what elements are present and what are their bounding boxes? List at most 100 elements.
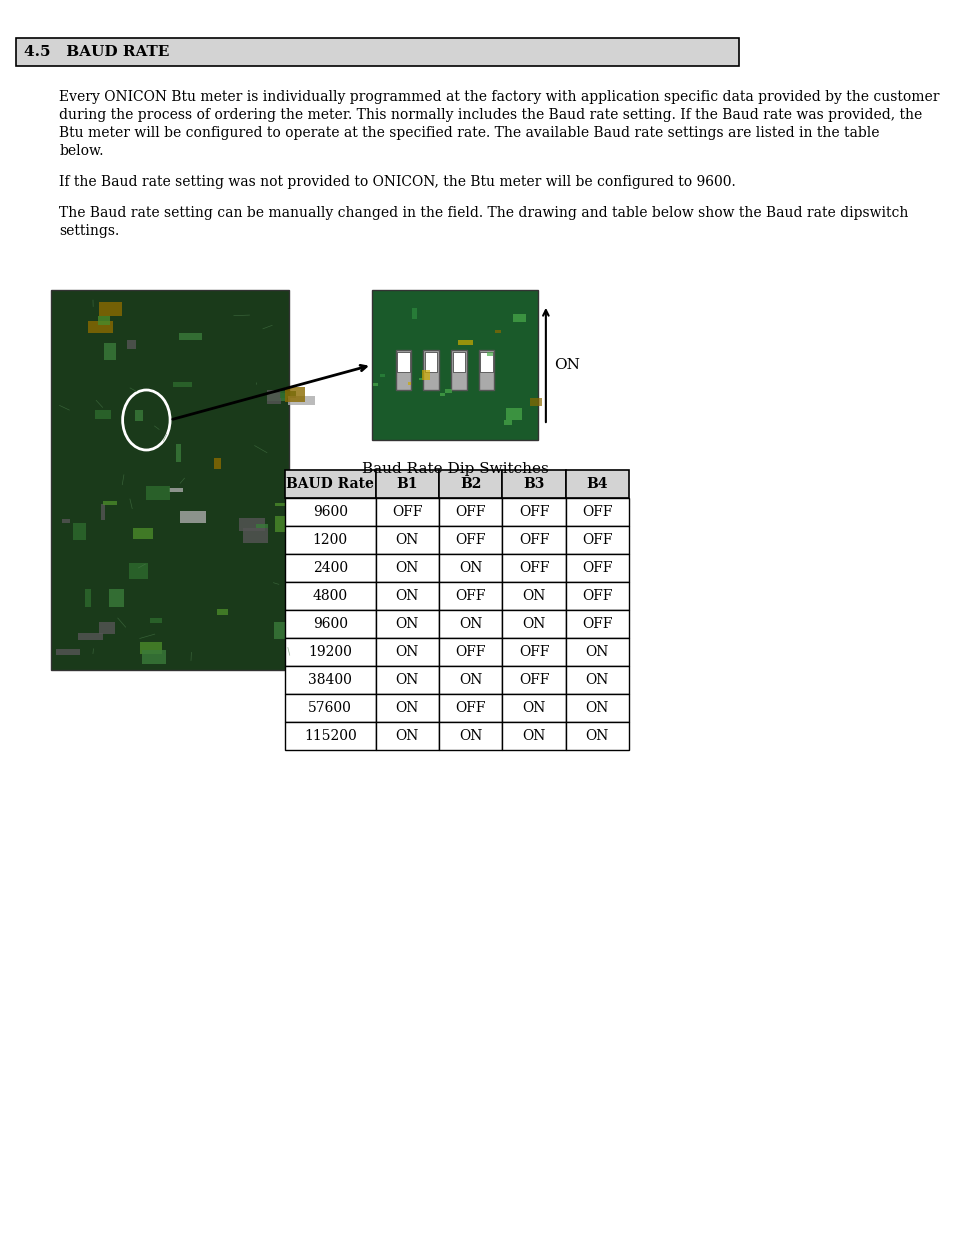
- Bar: [285, 582, 375, 610]
- Bar: [375, 526, 438, 555]
- Bar: [285, 666, 375, 694]
- Bar: [151, 618, 162, 622]
- Bar: [375, 498, 438, 526]
- Bar: [502, 498, 565, 526]
- Bar: [438, 555, 502, 582]
- Text: B2: B2: [459, 477, 481, 492]
- Text: B3: B3: [523, 477, 544, 492]
- Text: 57600: 57600: [308, 701, 352, 715]
- Bar: [451, 350, 466, 390]
- Bar: [267, 393, 287, 401]
- Text: OFF: OFF: [581, 589, 612, 603]
- Text: ON: ON: [522, 618, 545, 631]
- Text: 4.5   BAUD RATE: 4.5 BAUD RATE: [24, 44, 169, 59]
- Bar: [375, 582, 438, 610]
- Bar: [502, 555, 565, 582]
- Bar: [104, 343, 116, 361]
- Bar: [438, 722, 502, 750]
- Bar: [285, 526, 375, 555]
- Text: 19200: 19200: [308, 645, 352, 659]
- Text: settings.: settings.: [59, 224, 119, 238]
- Text: ON: ON: [395, 534, 418, 547]
- Text: ON: ON: [522, 729, 545, 743]
- Text: OFF: OFF: [581, 534, 612, 547]
- Bar: [457, 340, 472, 345]
- Bar: [109, 589, 124, 606]
- Bar: [375, 722, 438, 750]
- Text: B1: B1: [396, 477, 417, 492]
- Text: Every ONICON Btu meter is individually programmed at the factory with applicatio: Every ONICON Btu meter is individually p…: [59, 90, 939, 104]
- Text: ON: ON: [395, 645, 418, 659]
- Bar: [438, 610, 502, 638]
- Text: ON: ON: [553, 358, 579, 372]
- Bar: [95, 410, 112, 419]
- Bar: [146, 487, 170, 499]
- Bar: [103, 501, 117, 505]
- Bar: [213, 458, 220, 469]
- Bar: [175, 443, 181, 462]
- Text: OFF: OFF: [581, 618, 612, 631]
- Text: If the Baud rate setting was not provided to ONICON, the Btu meter will be confi: If the Baud rate setting was not provide…: [59, 175, 736, 189]
- Text: OFF: OFF: [518, 534, 549, 547]
- Bar: [274, 515, 295, 532]
- Text: ON: ON: [395, 589, 418, 603]
- Bar: [133, 529, 153, 540]
- Text: ON: ON: [458, 618, 482, 631]
- Text: 4800: 4800: [313, 589, 348, 603]
- Text: OFF: OFF: [455, 534, 485, 547]
- Bar: [78, 632, 103, 640]
- Bar: [285, 694, 375, 722]
- Bar: [396, 352, 410, 372]
- Text: below.: below.: [59, 144, 104, 158]
- Text: OFF: OFF: [455, 589, 485, 603]
- Bar: [565, 638, 628, 666]
- Text: ON: ON: [395, 673, 418, 687]
- Text: OFF: OFF: [581, 505, 612, 519]
- Bar: [375, 666, 438, 694]
- Text: 115200: 115200: [304, 729, 356, 743]
- Text: 9600: 9600: [313, 618, 348, 631]
- Bar: [502, 722, 565, 750]
- Bar: [216, 609, 228, 615]
- Bar: [56, 650, 80, 656]
- Text: OFF: OFF: [581, 561, 612, 576]
- Text: ON: ON: [395, 561, 418, 576]
- Text: OFF: OFF: [518, 561, 549, 576]
- Bar: [375, 638, 438, 666]
- Text: Btu meter will be configured to operate at the specified rate. The available Bau: Btu meter will be configured to operate …: [59, 126, 879, 140]
- Bar: [127, 340, 136, 350]
- Bar: [179, 511, 206, 524]
- Bar: [243, 529, 268, 543]
- Bar: [142, 650, 166, 663]
- Text: during the process of ordering the meter. This normally includes the Baud rate s: during the process of ordering the meter…: [59, 107, 922, 122]
- Text: ON: ON: [395, 618, 418, 631]
- Text: ON: ON: [585, 673, 608, 687]
- Bar: [395, 350, 411, 390]
- Bar: [424, 352, 437, 372]
- Text: 38400: 38400: [308, 673, 352, 687]
- Bar: [407, 382, 411, 385]
- Bar: [379, 374, 384, 378]
- Bar: [502, 582, 565, 610]
- Bar: [98, 303, 122, 316]
- Bar: [375, 555, 438, 582]
- Bar: [375, 610, 438, 638]
- Bar: [140, 642, 161, 655]
- Bar: [506, 409, 522, 420]
- Bar: [565, 666, 628, 694]
- Text: 2400: 2400: [313, 561, 348, 576]
- Bar: [375, 694, 438, 722]
- Bar: [502, 610, 565, 638]
- Bar: [438, 694, 502, 722]
- Text: B4: B4: [586, 477, 607, 492]
- Bar: [274, 503, 288, 506]
- Bar: [438, 526, 502, 555]
- Bar: [51, 290, 289, 671]
- Bar: [502, 526, 565, 555]
- Bar: [502, 638, 565, 666]
- Bar: [502, 694, 565, 722]
- Text: OFF: OFF: [455, 505, 485, 519]
- Text: 9600: 9600: [313, 505, 348, 519]
- Text: ON: ON: [585, 645, 608, 659]
- Bar: [285, 638, 375, 666]
